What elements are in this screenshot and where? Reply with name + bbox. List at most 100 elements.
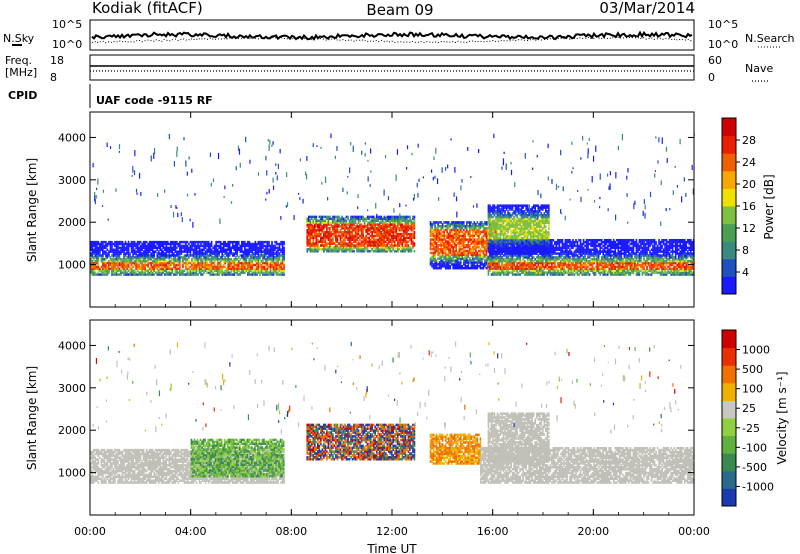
power-cell xyxy=(330,225,333,228)
power-cell xyxy=(570,261,573,265)
power-cell xyxy=(132,271,134,274)
power-cell xyxy=(444,234,447,238)
power-cell xyxy=(189,250,192,253)
power-cell xyxy=(397,238,399,242)
power-cell xyxy=(380,240,383,243)
freq-strip xyxy=(89,54,695,81)
power-cell xyxy=(365,229,367,232)
power-cell xyxy=(356,223,358,226)
power-cell xyxy=(407,236,410,240)
power-cell xyxy=(197,244,199,248)
power-cell xyxy=(90,271,92,274)
power-cell xyxy=(324,246,327,249)
power-cell xyxy=(453,255,456,259)
power-cell xyxy=(278,269,281,272)
power-cell xyxy=(429,259,432,262)
power-cell xyxy=(109,256,112,259)
power-cell xyxy=(114,258,116,261)
power-cell xyxy=(176,250,178,253)
power-cell xyxy=(174,246,177,250)
power-cell xyxy=(162,252,165,255)
power-cell xyxy=(123,265,125,269)
power-cell xyxy=(431,261,433,264)
power-cell xyxy=(502,263,505,267)
power-cell xyxy=(173,240,175,244)
power-cell xyxy=(470,224,473,228)
power-cell xyxy=(492,273,494,276)
power-cell xyxy=(413,230,416,234)
power-cell xyxy=(582,238,585,242)
power-cell xyxy=(136,240,139,244)
power-cell xyxy=(91,248,94,252)
power-cell xyxy=(476,242,479,245)
power-cell xyxy=(115,259,118,263)
power-cell xyxy=(312,221,315,224)
power-cell xyxy=(271,252,273,255)
power-cell xyxy=(455,266,458,270)
power-cell xyxy=(248,271,251,274)
power-cell xyxy=(210,244,213,248)
power-cell xyxy=(236,252,239,255)
power-cell xyxy=(453,251,456,255)
power-cell xyxy=(179,240,181,244)
power-cell xyxy=(117,258,119,261)
power-cell xyxy=(392,246,395,249)
power-cell xyxy=(114,254,116,257)
power-cell xyxy=(384,217,387,221)
power-cell xyxy=(144,269,146,272)
power-cell xyxy=(555,267,558,271)
power-cell xyxy=(185,259,187,263)
power-cell xyxy=(464,257,467,260)
power-cell xyxy=(121,258,124,261)
power-cell xyxy=(455,224,458,228)
power-cell xyxy=(271,254,273,257)
power-cell xyxy=(127,240,130,244)
power-cell xyxy=(91,246,94,250)
power-cell xyxy=(204,261,207,265)
power-cell xyxy=(201,261,204,265)
power-cell xyxy=(384,230,387,234)
power-cell xyxy=(157,261,160,265)
power-cell xyxy=(572,242,574,246)
power-cell xyxy=(475,247,477,251)
power-cell xyxy=(320,238,322,242)
power-cell xyxy=(153,242,156,246)
power-cell xyxy=(194,267,196,271)
power-cell xyxy=(390,230,393,234)
power-cell xyxy=(129,261,131,265)
power-cell xyxy=(459,253,462,257)
power-cell xyxy=(256,269,258,272)
power-cell xyxy=(360,248,363,251)
power-cell xyxy=(360,227,363,230)
power-cell xyxy=(277,254,279,257)
power-cell xyxy=(250,254,252,257)
power-cell xyxy=(529,261,532,265)
power-cell xyxy=(115,254,118,257)
power-cell xyxy=(582,246,585,250)
power-cell xyxy=(341,240,343,243)
power-cell xyxy=(481,261,483,264)
power-cell xyxy=(138,258,140,261)
power-cell xyxy=(375,240,378,243)
power-cell xyxy=(517,271,520,274)
power-cell xyxy=(479,251,482,255)
power-cell xyxy=(359,225,361,228)
power-cell xyxy=(374,227,376,230)
power-cell xyxy=(213,267,216,271)
power-cell xyxy=(348,249,351,253)
power-cell xyxy=(106,254,109,257)
power-cell xyxy=(323,236,325,240)
power-cell xyxy=(268,240,270,244)
power-cell xyxy=(182,259,184,263)
power-cell xyxy=(443,244,445,247)
power-cell xyxy=(239,261,242,265)
power-cell xyxy=(368,249,370,253)
power-cell xyxy=(265,246,267,250)
power-cell xyxy=(135,258,137,261)
power-cell xyxy=(99,254,101,257)
power-cell xyxy=(575,248,577,252)
power-cell xyxy=(320,240,322,243)
power-cell xyxy=(197,250,199,253)
power-cell xyxy=(103,250,106,253)
power-cell xyxy=(118,263,121,267)
